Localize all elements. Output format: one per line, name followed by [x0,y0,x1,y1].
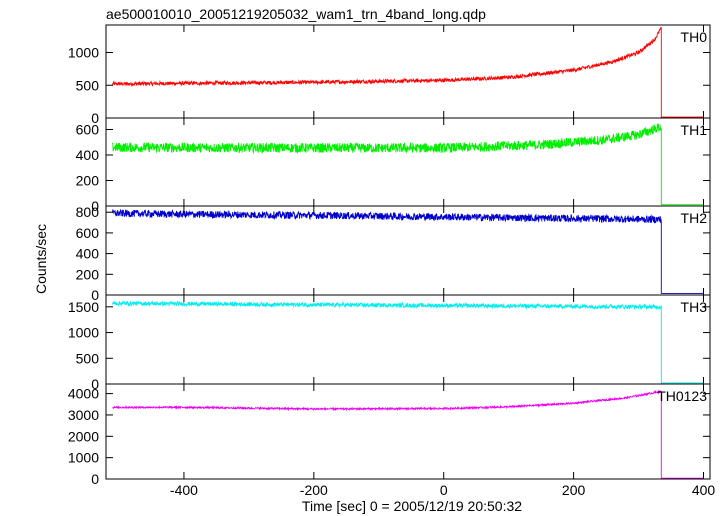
panel-th1: 0 200 400 600 TH1 [76,117,711,214]
series-line-th1 [112,123,704,206]
panel-th3: 0 500 1000 1500 TH3 [68,294,711,392]
y-tick-label: 0 [91,198,99,214]
y-axis-label: Counts/sec [33,224,49,294]
y-tick-label: 0 [91,376,99,392]
y-tick-label: 600 [76,121,100,137]
y-tick-label: 3000 [68,407,99,423]
panel-label: TH0 [681,29,708,45]
x-tick-label: 200 [562,482,586,498]
y-tick-label: 1000 [68,450,99,466]
x-tick-label: 400 [692,482,716,498]
y-tick-label: 600 [76,225,100,241]
y-tick-label: 1000 [68,45,99,61]
y-tick-label: 1500 [68,299,99,315]
series-line-th0 [112,27,704,118]
panel-frame [105,24,711,119]
panel-th0: 0 500 1000 TH0 [68,24,711,126]
y-tick-label: 500 [76,350,100,366]
panel-th0123: 0 1000 2000 3000 4000 -400 -200 0 200 400 TH0123 [68,383,716,498]
y-tick-label: 2000 [68,428,99,444]
y-tick-label: 400 [76,246,100,262]
panel-frame [105,383,711,480]
panel-th2: 0 200 400 600 800 TH2 [76,204,711,303]
y-tick-label: 400 [76,147,100,163]
panel-label: TH1 [681,122,708,138]
y-tick-label: 200 [76,266,100,282]
x-tick-label: -200 [300,482,328,498]
panel-label: TH0123 [657,388,707,404]
panel-label: TH2 [681,210,708,226]
y-tick-label: 800 [76,204,100,220]
y-tick-label: 1000 [68,325,99,341]
x-axis-label: Time [sec] 0 = 2005/12/19 20:50:32 [302,498,522,514]
chart-panels: 0 500 1000 TH0 0 200 400 600 TH1 0 200 400 600 800 TH2… [68,24,716,498]
series-line-th0123 [112,389,704,479]
chart-title: ae500010010_20051219205032_wam1_trn_4ban… [106,6,486,22]
panel-frame [105,117,711,207]
y-tick-label: 0 [91,471,99,487]
series-line-th3 [112,300,704,384]
panel-label: TH3 [681,299,708,315]
x-tick-label: -400 [170,482,198,498]
y-tick-label: 0 [91,110,99,126]
y-tick-label: 200 [76,172,100,188]
y-tick-label: 4000 [68,386,99,402]
series-line-th2 [112,208,704,294]
y-tick-label: 500 [76,77,100,93]
x-tick-label: 0 [440,482,448,498]
y-tick-label: 0 [91,287,99,303]
